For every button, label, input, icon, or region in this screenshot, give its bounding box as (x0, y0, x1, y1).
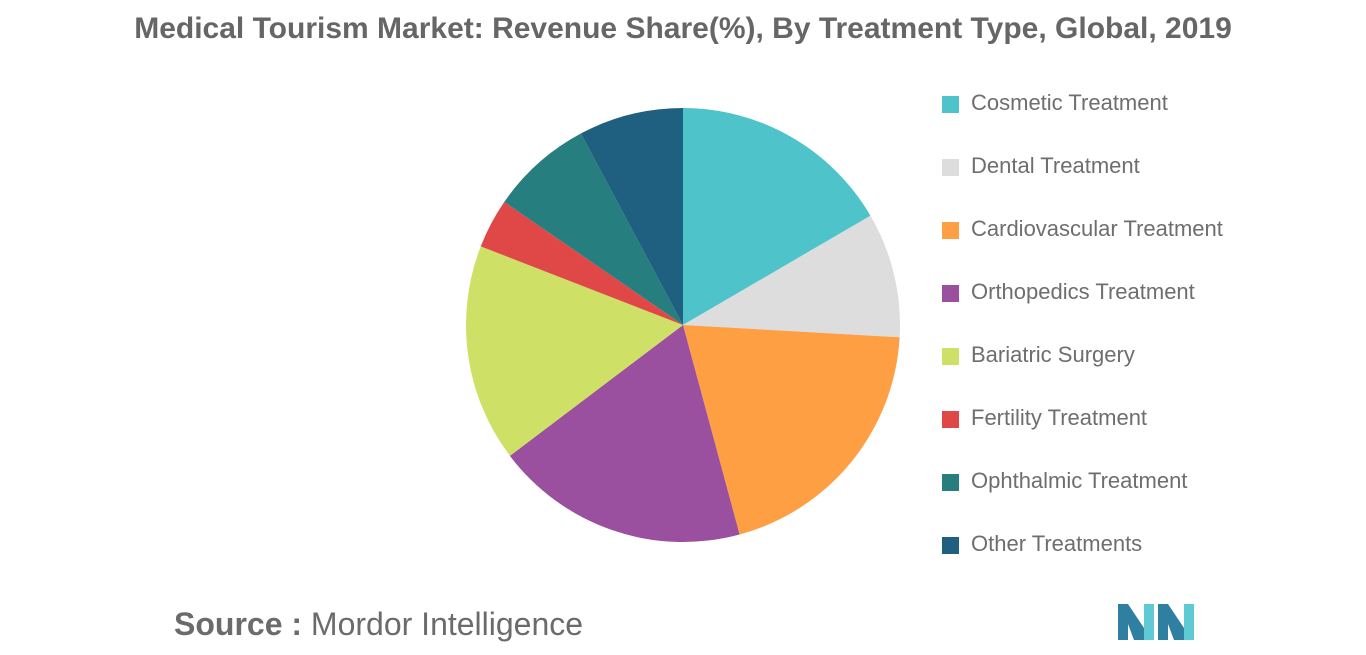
legend-swatch (942, 474, 959, 491)
chart-legend: Cosmetic Treatment Dental Treatment Cardio… (942, 90, 1223, 594)
legend-item: Ophthalmic Treatment (942, 468, 1223, 531)
legend-label: Other Treatments (971, 531, 1143, 556)
legend-label: Cosmetic Treatment (971, 90, 1168, 115)
pie-slice-fertility-treatment (480, 201, 683, 325)
legend-item: Fertility Treatment (942, 405, 1223, 468)
legend-swatch (942, 411, 959, 428)
legend-swatch (942, 96, 959, 113)
legend-swatch (942, 348, 959, 365)
pie-slice-other-treatments (580, 108, 683, 325)
legend-label: Ophthalmic Treatment (971, 468, 1188, 493)
source-note: Source : Mordor Intelligence (174, 606, 583, 643)
mordor-intelligence-logo (1118, 604, 1194, 640)
legend-label: Dental Treatment (971, 153, 1140, 178)
chart-title: Medical Tourism Market: Revenue Share(%)… (134, 12, 1232, 45)
legend-item: Cosmetic Treatment (942, 90, 1223, 153)
pie-slice-cosmetic-treatment (683, 108, 871, 325)
legend-item: Other Treatments (942, 531, 1223, 594)
pie-slice-ophthalmic-treatment (504, 133, 683, 325)
pie-slice-cardiovascular-treatment (683, 325, 900, 535)
legend-swatch (942, 222, 959, 239)
legend-item: Cardiovascular Treatment (942, 216, 1223, 279)
source-value: Mordor Intelligence (310, 606, 584, 642)
legend-swatch (942, 159, 959, 176)
legend-label: Cardiovascular Treatment (971, 216, 1223, 241)
pie-slice-orthopedics-treatment (509, 325, 740, 542)
source-label: Source : (174, 606, 303, 642)
pie-slice-dental-treatment (683, 215, 900, 338)
legend-label: Fertility Treatment (971, 405, 1148, 430)
legend-swatch (942, 285, 959, 302)
legend-item: Dental Treatment (942, 153, 1223, 216)
legend-label: Bariatric Surgery (971, 342, 1135, 367)
legend-label: Orthopedics Treatment (971, 279, 1195, 304)
legend-swatch (942, 537, 959, 554)
legend-item: Bariatric Surgery (942, 342, 1223, 405)
pie-slice-bariatric-surgery (466, 246, 683, 456)
legend-item: Orthopedics Treatment (942, 279, 1223, 342)
